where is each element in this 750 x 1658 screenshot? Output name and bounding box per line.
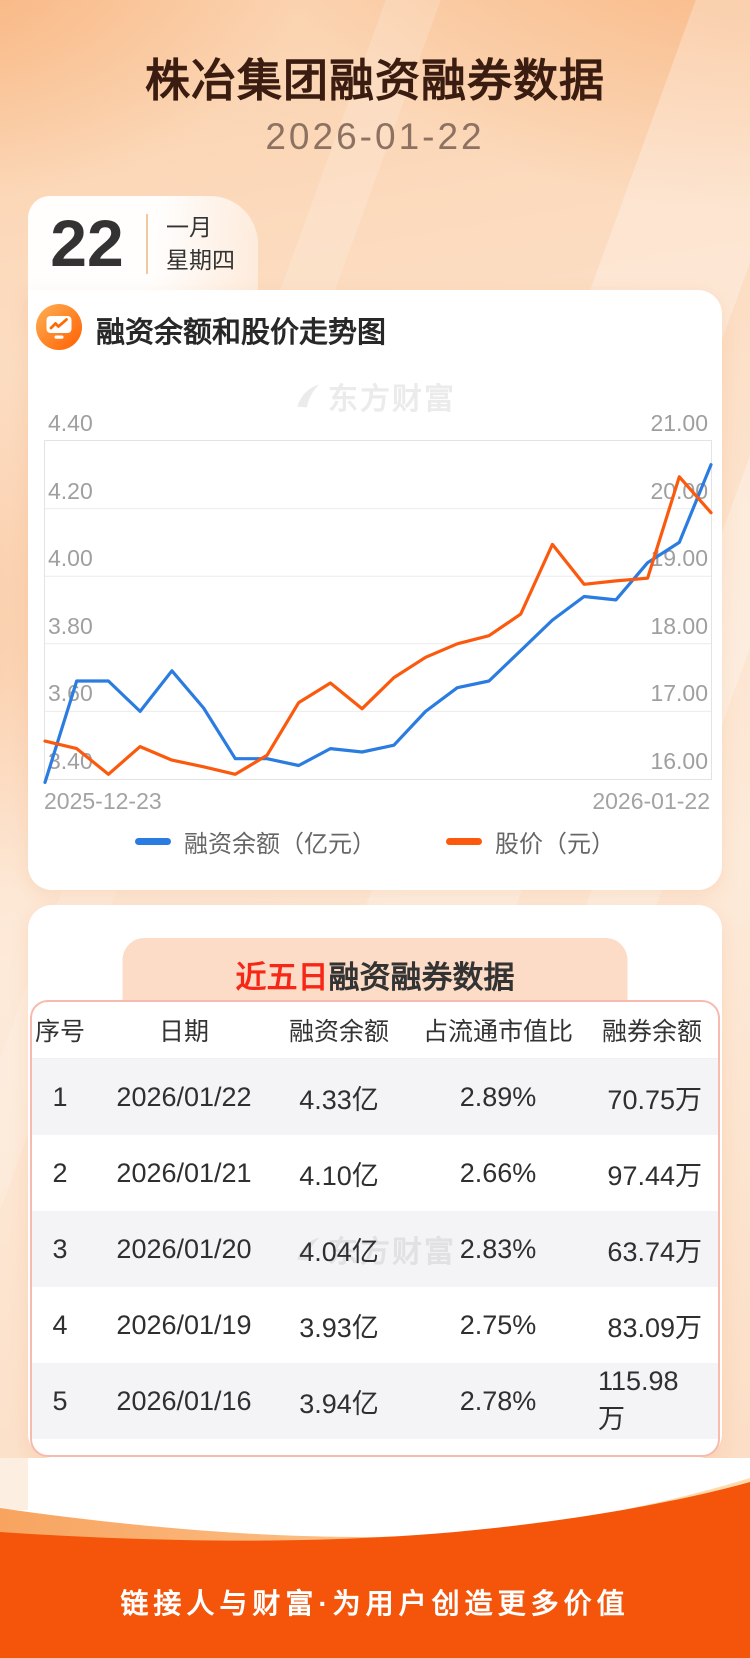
table-cell: 1 xyxy=(52,1081,68,1112)
footer-left-margin xyxy=(0,1458,28,1510)
chart-card: 融资余额和股价走势图 东方财富 4.40 4.20 4.00 3.80 3.60 3.40… xyxy=(28,290,722,890)
table-cell: 3.93亿 xyxy=(299,1312,379,1343)
table-cell: 3 xyxy=(52,1233,68,1264)
table-column-header: 序号 xyxy=(34,1018,85,1046)
table-body: 1 2026/01/22 4.33亿 2.89% 70.75万 2 2026/01/21 4.… xyxy=(32,1059,718,1439)
table-cell: 2026/01/22 xyxy=(116,1081,252,1112)
chart-legend: 融资余额（亿元） 股价（元） xyxy=(28,824,722,859)
legend-label: 融资余额（亿元） xyxy=(184,831,376,858)
x-axis-start-label: 2025-12-23 xyxy=(44,788,162,814)
table-column-header: 占流通市值比 xyxy=(422,1018,573,1046)
legend-item-stock-price: 股价（元） xyxy=(446,824,615,859)
axis-tick-label: 20.00 xyxy=(650,477,708,504)
data-table: 序号 日期 融资余额 占流通市值比 融券余额 1 2026/01/22 4.33亿 2.89%… xyxy=(30,1000,720,1457)
table-cell: 4.33亿 xyxy=(299,1084,379,1115)
page-date: 2026-01-22 xyxy=(265,116,485,157)
table-cell: 2.75% xyxy=(459,1309,537,1340)
watermark: 东方财富 xyxy=(28,374,722,418)
calendar-divider xyxy=(146,213,148,274)
axis-tick-label: 3.80 xyxy=(48,612,93,639)
table-cell: 4.04亿 xyxy=(299,1236,379,1267)
table-row: 5 2026/01/16 3.94亿 2.78% 115.98万 xyxy=(32,1363,718,1439)
table-row: 2 2026/01/21 4.10亿 2.66% 97.44万 xyxy=(32,1135,718,1211)
footer-slogan: 链接人与财富·为用户创造更多价值 xyxy=(120,1588,630,1619)
chart-title: 融资余额和股价走势图 xyxy=(96,316,387,349)
legend-item-margin-balance: 融资余额（亿元） xyxy=(135,824,376,859)
series-line xyxy=(43,463,713,784)
legend-dash-blue xyxy=(135,838,171,845)
legend-dash-orange xyxy=(446,838,482,845)
table-cell: 5 xyxy=(52,1385,68,1416)
table-cell: 70.75万 xyxy=(607,1084,702,1115)
table-cell: 63.74万 xyxy=(607,1236,702,1267)
axis-tick-label: 4.00 xyxy=(48,545,93,572)
table-cell: 83.09万 xyxy=(607,1312,702,1343)
table-cell: 2.66% xyxy=(459,1157,537,1188)
series-line xyxy=(43,475,713,776)
calendar-weekday: 星期四 xyxy=(166,246,235,273)
table-card: 近五日融资融券数据 序号 日期 融资余额 占流通市值比 融券余额 1 2026/01/22… xyxy=(28,905,722,1458)
page-title: 株冶集团融资融券数据 xyxy=(144,55,605,106)
table-cell: 3.94亿 xyxy=(299,1388,379,1419)
table-title-rest: 融资融券数据 xyxy=(328,960,515,995)
table-cell: 97.44万 xyxy=(607,1160,702,1191)
axis-tick-label: 3.60 xyxy=(48,680,93,707)
chart-series-lines xyxy=(43,463,713,784)
calendar-day: 22 xyxy=(50,206,124,280)
table-title: 近五日融资融券数据 xyxy=(123,952,628,997)
table-cell: 2.78% xyxy=(459,1385,537,1416)
table-row: 4 2026/01/19 3.93亿 2.75% 83.09万 xyxy=(32,1287,718,1363)
axis-tick-label: 21.00 xyxy=(650,410,708,436)
axis-tick-label: 4.40 xyxy=(48,410,93,436)
calendar-chip: 22 一月 星期四 xyxy=(28,196,258,291)
table-column-header: 融券余额 xyxy=(601,1018,702,1046)
axis-tick-label: 4.20 xyxy=(48,477,93,504)
axis-tick-label: 18.00 xyxy=(650,612,708,639)
footer-wave xyxy=(0,1478,750,1658)
table-cell: 115.98万 xyxy=(598,1366,679,1434)
calendar-month: 一月 xyxy=(166,213,212,240)
table-cell: 4.10亿 xyxy=(299,1160,379,1191)
table-title-highlight: 近五日 xyxy=(235,960,329,995)
legend-label: 股价（元） xyxy=(495,831,615,858)
chart-section-header: 融资余额和股价走势图 xyxy=(36,304,386,355)
chart-monitor-icon xyxy=(36,304,82,355)
axis-tick-label: 16.00 xyxy=(650,748,708,774)
table-cell: 2.83% xyxy=(459,1233,537,1264)
table-cell: 2 xyxy=(52,1157,68,1188)
calendar-month-weekday: 一月 星期四 xyxy=(166,211,235,277)
table-cell: 2026/01/16 xyxy=(116,1385,252,1416)
x-axis-end-label: 2026-01-22 xyxy=(592,788,710,814)
table-cell: 2026/01/21 xyxy=(116,1157,252,1188)
eastmoney-logo-icon xyxy=(297,384,320,408)
table-cell: 2026/01/19 xyxy=(116,1309,252,1340)
table-column-header: 日期 xyxy=(158,1018,209,1046)
table-column-header: 融资余额 xyxy=(288,1018,389,1046)
table-cell: 2.89% xyxy=(459,1081,537,1112)
table-row: 1 2026/01/22 4.33亿 2.89% 70.75万 xyxy=(32,1059,718,1135)
table-cell: 4 xyxy=(52,1309,68,1340)
x-axis-labels: 2025-12-23 2026-01-22 xyxy=(44,788,710,815)
axis-tick-label: 17.00 xyxy=(650,680,708,707)
table-row: 3 2026/01/20 4.04亿 2.83% 63.74万 xyxy=(32,1211,718,1287)
axis-tick-label: 3.40 xyxy=(48,748,93,774)
table-cell: 2026/01/20 xyxy=(116,1233,252,1264)
line-chart-plot-area: 4.40 4.20 4.00 3.80 3.60 3.40 21.00 20.00 19.00… xyxy=(43,412,713,784)
table-header-row: 序号 日期 融资余额 占流通市值比 融券余额 xyxy=(32,1002,718,1059)
